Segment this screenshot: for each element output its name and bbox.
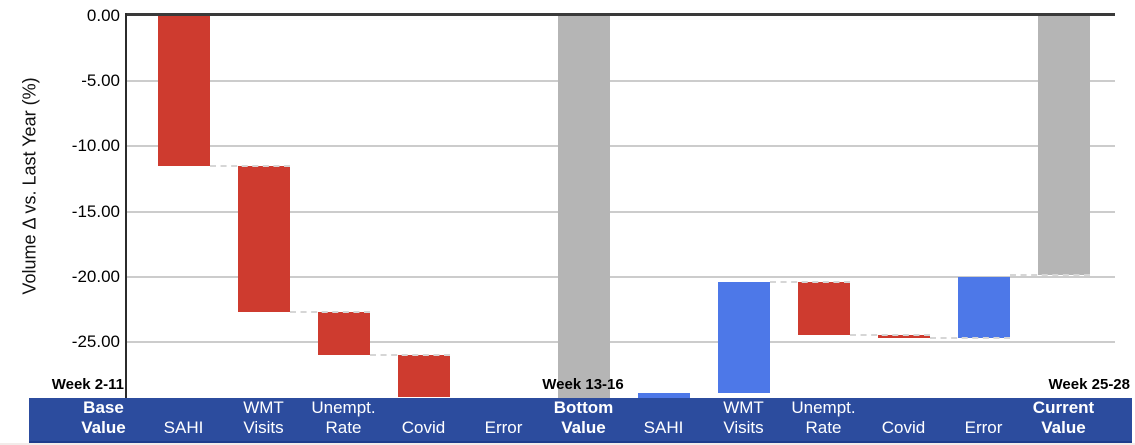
category-label-line: WMT — [723, 398, 764, 417]
category-label-line: Bottom — [553, 398, 614, 417]
category-label-line: Rate — [805, 418, 842, 437]
gridline — [127, 341, 1115, 343]
category-label-line: SAHI — [163, 418, 204, 437]
category-label-line: Value — [81, 418, 126, 437]
bar-unempt-rate-1[interactable] — [317, 312, 370, 356]
category-label-line: SAHI — [643, 418, 684, 437]
category-label-sahi-2: SAHI — [622, 418, 706, 438]
category-label-unempt-rate-1: Unempt. Rate — [302, 398, 386, 438]
bar-wmt-visits-1[interactable] — [237, 165, 290, 312]
category-axis-band: Base Value SAHI WMT Visits Unempt. Rate Covid Er… — [29, 398, 1132, 443]
bar-sahi-1[interactable] — [157, 16, 210, 166]
bar-covid-1[interactable] — [397, 355, 450, 397]
category-label-line: Visits — [243, 418, 284, 437]
y-tick-label: 0.00 — [86, 6, 120, 25]
category-label-line: Error — [484, 418, 523, 437]
connector-line — [369, 354, 450, 357]
category-label-covid-2: Covid — [862, 418, 946, 438]
gridline — [127, 80, 1115, 83]
category-label-unempt-rate-2: Unempt. Rate — [782, 398, 866, 438]
bar-error-2[interactable] — [957, 276, 1010, 339]
category-label-error-1: Error — [462, 418, 546, 438]
category-label-line: Covid — [881, 418, 926, 437]
y-tick-label: -15.00 — [71, 201, 120, 221]
category-label-line: Rate — [325, 418, 362, 437]
category-label-base-value: Base Value — [62, 398, 146, 438]
y-tick-label: -25.00 — [71, 332, 120, 351]
week-label: Week 2-11 — [51, 376, 124, 393]
week-label: Week 25-28 — [1048, 376, 1130, 393]
category-label-line: Visits — [723, 418, 764, 437]
connector-line — [209, 164, 290, 167]
category-label-line: Unempt. — [791, 398, 856, 417]
category-label-line: Current — [1032, 398, 1095, 417]
gridline — [127, 210, 1115, 213]
y-tick-label: -5.00 — [81, 71, 120, 91]
y-tick-label: -20.00 — [71, 266, 120, 286]
x-axis-baseline — [127, 13, 1115, 16]
gridline — [127, 275, 1115, 278]
y-axis-title: Volume Δ vs. Last Year (%) — [19, 77, 40, 295]
category-label-line: Covid — [401, 418, 446, 437]
bottom-divider — [0, 443, 1135, 445]
connector-line — [849, 334, 930, 337]
category-label-covid-1: Covid — [382, 418, 466, 438]
bar-sahi-2[interactable] — [637, 392, 690, 399]
category-label-current-value: Current Value — [1022, 398, 1106, 438]
week-label: Week 13-16 — [542, 376, 624, 393]
bar-bottom-value[interactable] — [557, 16, 610, 399]
category-label-line: Unempt. — [311, 398, 376, 417]
bar-covid-2[interactable] — [877, 335, 930, 339]
connector-line — [929, 337, 1010, 340]
category-label-sahi-1: SAHI — [142, 418, 226, 438]
category-label-line: Error — [964, 418, 1003, 437]
category-label-bottom-value: Bottom Value — [542, 398, 626, 438]
bar-wmt-visits-2[interactable] — [717, 282, 770, 393]
y-tick-label: -10.00 — [71, 136, 120, 156]
bar-unempt-rate-2[interactable] — [797, 282, 850, 336]
category-label-line: WMT — [243, 398, 284, 417]
category-label-line: Base — [83, 398, 124, 417]
category-label-wmt-visits-2: WMT Visits — [702, 398, 786, 438]
bar-current-value[interactable] — [1037, 16, 1090, 276]
connector-line — [289, 311, 370, 313]
category-label-line: Value — [561, 418, 606, 437]
category-label-error-2: Error — [942, 418, 1026, 438]
category-label-wmt-visits-1: WMT Visits — [222, 398, 306, 438]
connector-line — [769, 281, 850, 284]
category-label-line: Value — [1041, 418, 1086, 437]
y-axis-line — [125, 13, 127, 398]
gridline — [127, 145, 1115, 148]
connector-line — [1009, 274, 1090, 277]
